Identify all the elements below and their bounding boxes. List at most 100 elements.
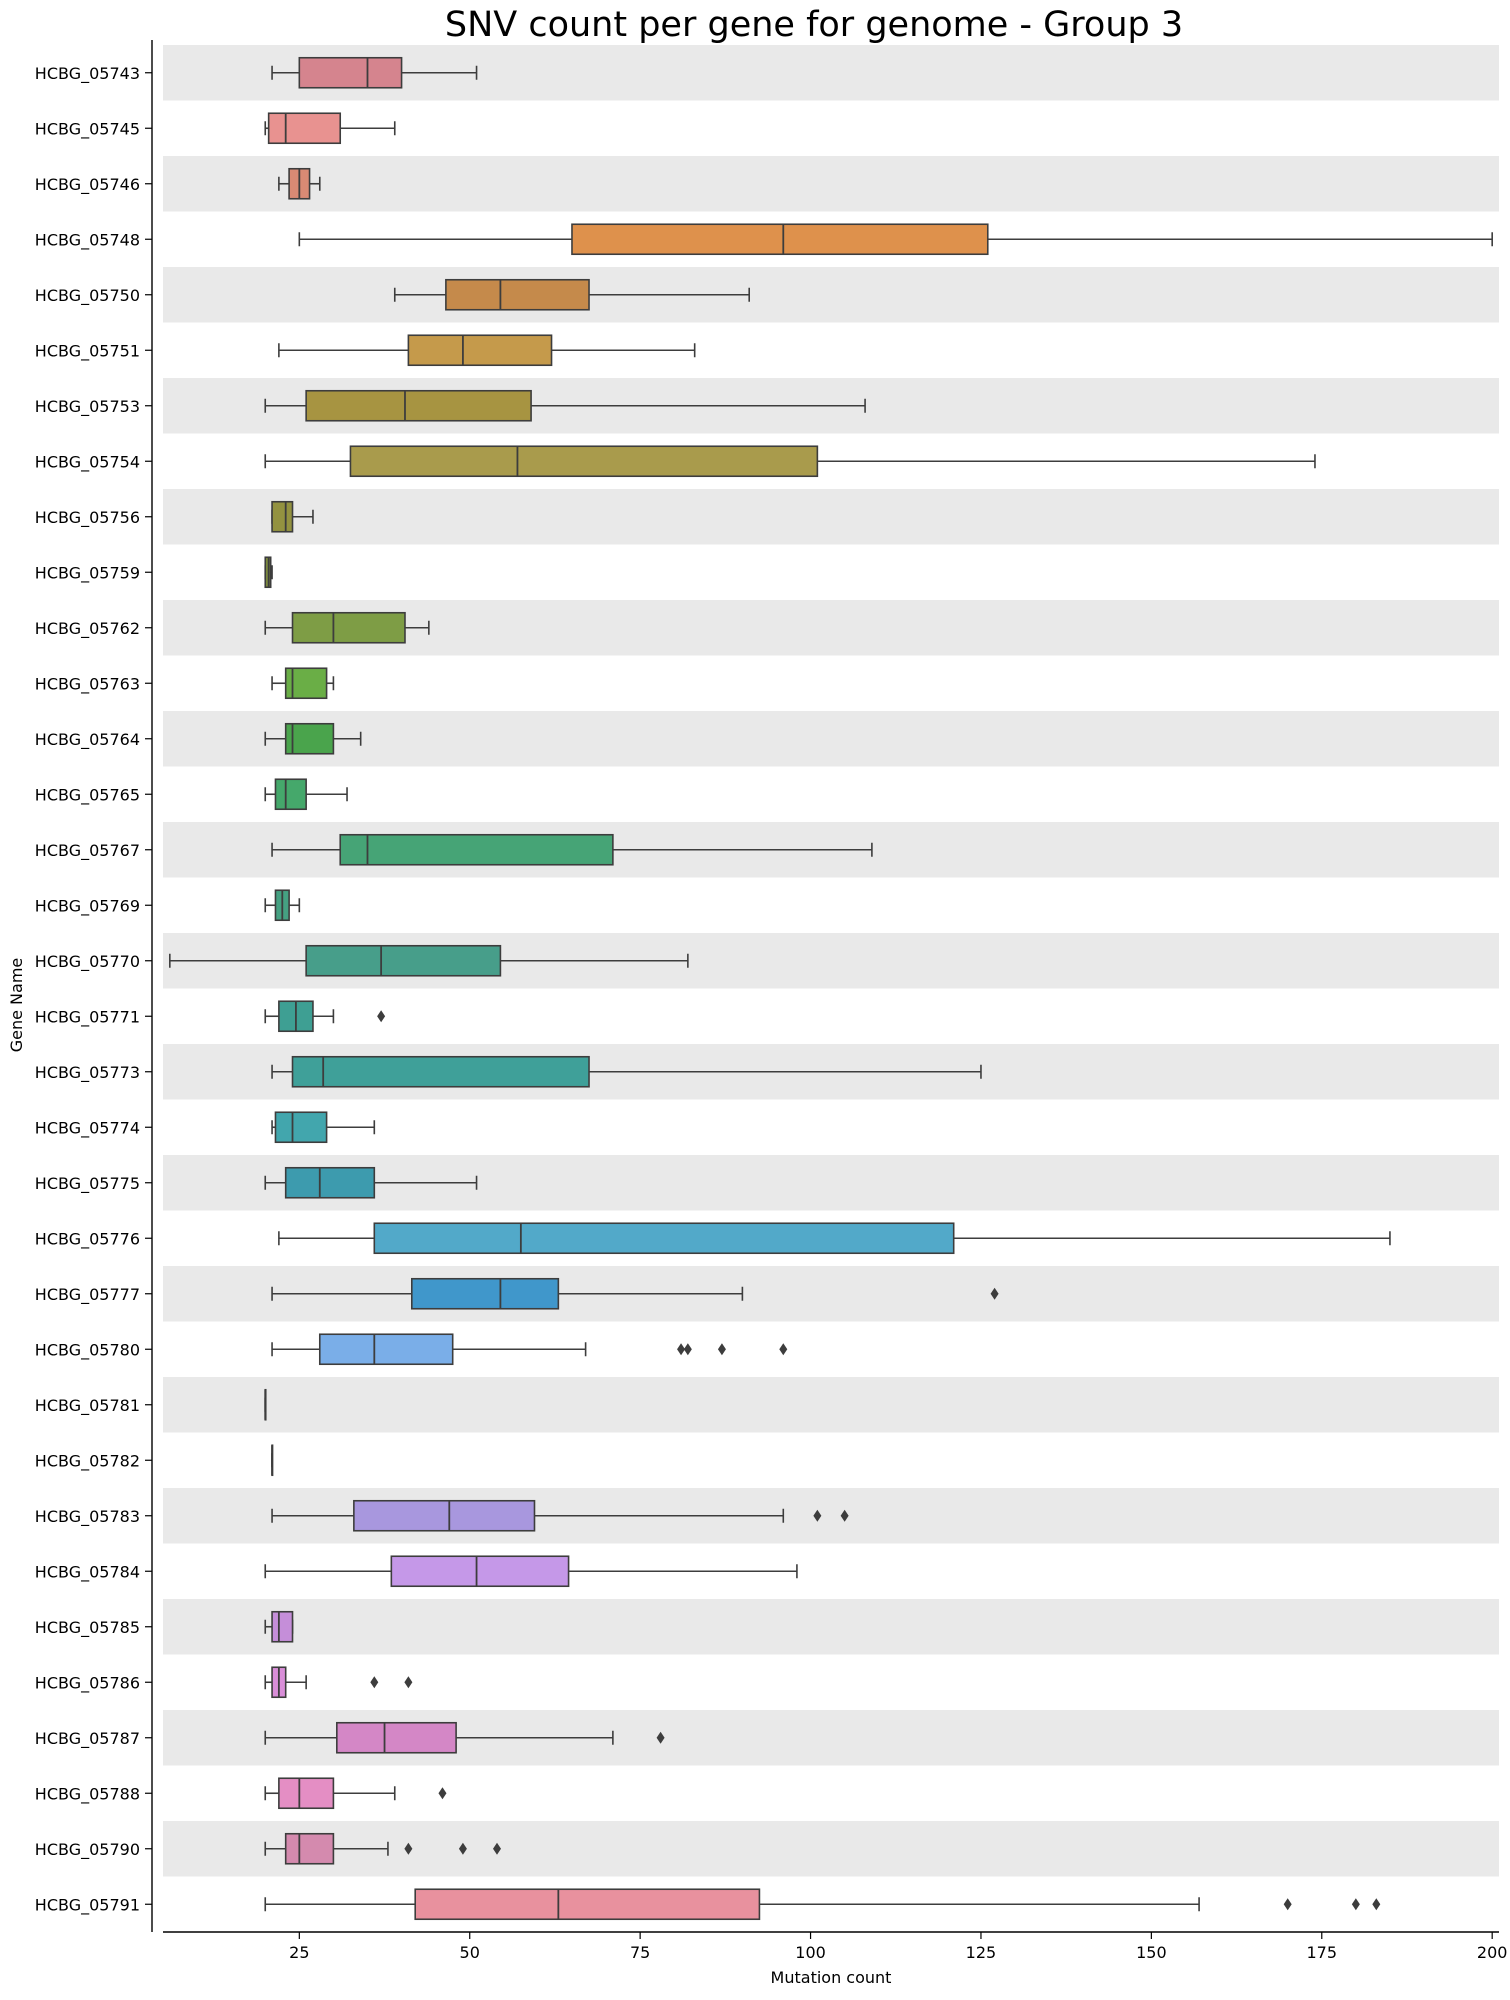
iqr-box	[353, 1499, 536, 1532]
x-tick-label: 75	[630, 1943, 650, 1962]
iqr-box	[274, 778, 307, 811]
iqr-box	[284, 1166, 376, 1199]
box-hcbg_05782	[271, 1444, 274, 1477]
iqr-box	[284, 722, 335, 755]
iqr-box	[410, 1277, 560, 1310]
box-hcbg_05784	[264, 1555, 798, 1588]
box-hcbg_05756	[271, 500, 314, 533]
box-hcbg_05753	[264, 389, 866, 422]
y-tick-label: HCBG_05756	[35, 508, 140, 528]
y-tick-label: HCBG_05746	[35, 175, 140, 195]
y-tick-label: HCBG_05787	[35, 1729, 140, 1749]
y-tick-label: HCBG_05781	[35, 1396, 140, 1416]
box-hcbg_05765	[264, 778, 348, 811]
row-band	[163, 1599, 1499, 1655]
y-tick-label: HCBG_05791	[35, 1895, 140, 1915]
y-tick-label: HCBG_05769	[35, 896, 140, 916]
x-tick-label: 125	[966, 1943, 997, 1962]
box-hcbg_05776	[278, 1222, 1391, 1255]
box-hcbg_05774	[271, 1111, 376, 1144]
row-band	[163, 267, 1499, 323]
iqr-box	[274, 1111, 328, 1144]
box-hcbg_05790	[264, 1832, 501, 1865]
box-hcbg_05762	[264, 611, 430, 644]
box-hcbg_05781	[264, 1388, 267, 1421]
iqr-box	[271, 500, 294, 533]
y-tick-label: HCBG_05775	[35, 1174, 140, 1194]
outlier-point	[370, 1676, 379, 1689]
y-tick-label: HCBG_05763	[35, 674, 140, 694]
box-hcbg_05771	[264, 1000, 386, 1033]
iqr-box	[271, 1610, 294, 1643]
outlier-point	[1283, 1898, 1292, 1911]
y-tick-label: HCBG_05774	[35, 1118, 140, 1138]
chart-title: SNV count per gene for genome - Group 3	[445, 5, 1183, 45]
y-tick-label: HCBG_05753	[35, 397, 140, 417]
y-tick-label: HCBG_05762	[35, 619, 140, 639]
y-tick-label: HCBG_05754	[35, 452, 140, 472]
y-tick-label: HCBG_05786	[35, 1673, 140, 1693]
iqr-box	[336, 1721, 457, 1754]
y-axis: HCBG_05743 HCBG_05745 HCBG_05746 HCBG_05748…	[35, 40, 153, 1932]
iqr-box	[291, 1055, 590, 1088]
iqr-box	[305, 944, 502, 977]
y-tick-label: HCBG_05767	[35, 841, 140, 861]
box-hcbg_05769	[264, 889, 301, 922]
y-tick-label: HCBG_05776	[35, 1229, 140, 1249]
iqr-box	[349, 445, 819, 478]
outlier-point	[404, 1676, 413, 1689]
y-tick-label: HCBG_05773	[35, 1063, 140, 1083]
x-tick-label: 200	[1477, 1943, 1508, 1962]
outlier-point	[813, 1509, 822, 1522]
x-tick-label: 175	[1307, 1943, 1338, 1962]
box-hcbg_05745	[264, 112, 396, 145]
box-hcbg_05773	[271, 1055, 982, 1088]
y-tick-label: HCBG_05785	[35, 1618, 140, 1638]
outlier-point	[840, 1509, 849, 1522]
iqr-box	[298, 56, 403, 89]
iqr-box	[278, 1777, 335, 1810]
y-tick-label: HCBG_05771	[35, 1007, 140, 1027]
box-hcbg_05764	[264, 722, 362, 755]
box-hcbg_05754	[264, 445, 1316, 478]
outlier-point	[438, 1787, 447, 1800]
box-hcbg_05743	[271, 56, 478, 89]
y-tick-label: HCBG_05764	[35, 730, 140, 750]
y-tick-label: HCBG_05788	[35, 1784, 140, 1804]
box-hcbg_05785	[264, 1610, 294, 1643]
x-tick-label: 100	[795, 1943, 826, 1962]
iqr-box	[305, 389, 532, 422]
boxes	[169, 56, 1493, 1921]
y-tick-label: HCBG_05790	[35, 1840, 140, 1860]
box-hcbg_05763	[271, 667, 335, 700]
iqr-box	[339, 833, 614, 866]
y-tick-label: HCBG_05780	[35, 1340, 140, 1360]
row-band	[163, 156, 1499, 212]
outlier-point	[1351, 1898, 1360, 1911]
x-tick-label: 150	[1136, 1943, 1167, 1962]
box-hcbg_05759	[264, 556, 273, 589]
iqr-box	[284, 1832, 335, 1865]
box-hcbg_05770	[169, 944, 689, 977]
row-band	[163, 489, 1499, 545]
y-tick-label: HCBG_05759	[35, 563, 140, 583]
x-axis: 25 50 75 100 125 150 175 200	[163, 1931, 1508, 1962]
y-tick-label: HCBG_05784	[35, 1562, 140, 1582]
iqr-box	[291, 611, 406, 644]
box-hcbg_05746	[278, 167, 321, 200]
box-hcbg_05767	[271, 833, 873, 866]
outlier-point	[404, 1842, 413, 1855]
outlier-point	[493, 1842, 501, 1855]
outlier-point	[683, 1343, 692, 1356]
box-hcbg_05788	[264, 1777, 447, 1810]
y-tick-label: HCBG_05770	[35, 952, 140, 972]
y-tick-label: HCBG_05765	[35, 785, 140, 805]
box-hcbg_05791	[264, 1888, 1381, 1921]
box-hcbg_05751	[278, 334, 696, 367]
iqr-box	[373, 1222, 955, 1255]
y-axis-label: Gene Name	[7, 958, 26, 1053]
outlier-point	[677, 1343, 686, 1356]
x-tick-label: 25	[289, 1943, 309, 1962]
box-hcbg_05786	[264, 1666, 413, 1699]
